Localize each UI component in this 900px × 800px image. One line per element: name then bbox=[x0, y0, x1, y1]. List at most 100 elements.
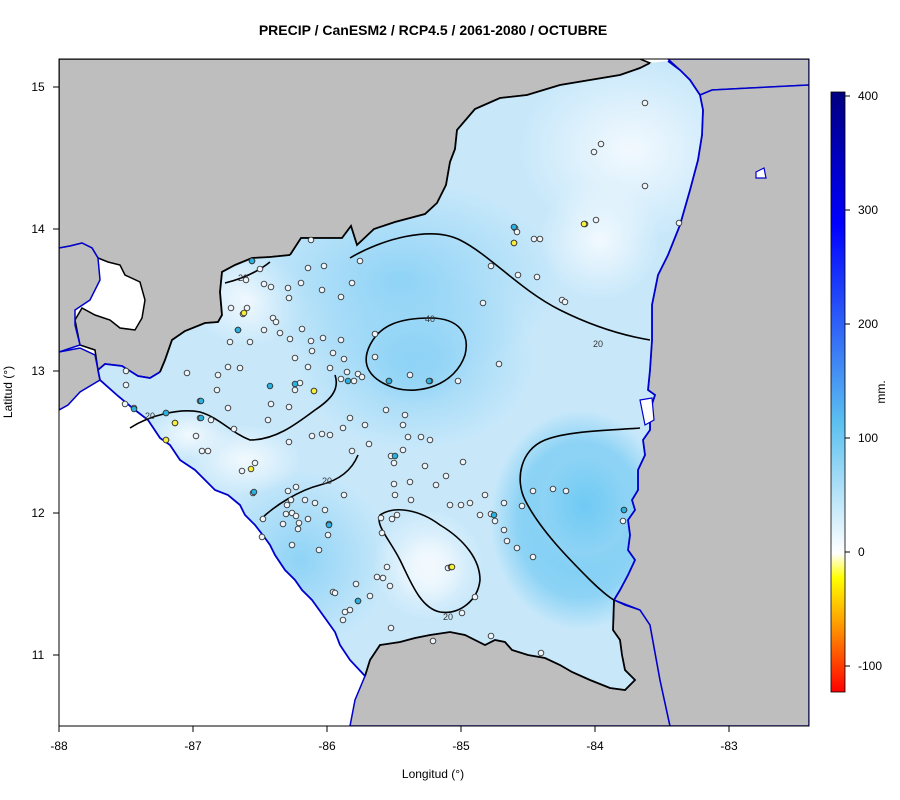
station-marker bbox=[207, 416, 215, 424]
station-marker bbox=[204, 447, 212, 455]
station-markers bbox=[121, 99, 683, 657]
x-axis: -88 -87 -86 -85 -84 -83 Longitud (°) bbox=[50, 725, 738, 781]
station-marker bbox=[251, 459, 259, 467]
station-marker bbox=[597, 140, 605, 148]
station-marker bbox=[562, 487, 570, 495]
station-marker bbox=[510, 239, 518, 247]
station-marker bbox=[406, 478, 414, 486]
station-marker bbox=[533, 273, 541, 281]
station-marker bbox=[248, 257, 256, 265]
x-tick-label: -86 bbox=[318, 739, 336, 753]
map-panel: 20 40 20 20 20 20 bbox=[59, 59, 809, 726]
station-marker bbox=[490, 511, 498, 519]
colorbar-tick-label: -100 bbox=[858, 659, 882, 673]
station-marker bbox=[291, 386, 299, 394]
station-marker bbox=[122, 381, 130, 389]
station-marker bbox=[321, 506, 329, 514]
contour-lines bbox=[129, 233, 651, 614]
x-tick-label: -87 bbox=[184, 739, 202, 753]
station-marker bbox=[264, 416, 272, 424]
station-marker bbox=[537, 649, 545, 657]
colorbar-tick-label: 100 bbox=[858, 431, 878, 445]
station-marker bbox=[479, 299, 487, 307]
station-marker bbox=[361, 421, 369, 429]
station-marker bbox=[500, 526, 508, 534]
station-marker bbox=[282, 510, 290, 518]
station-marker bbox=[454, 377, 462, 385]
station-marker bbox=[580, 220, 588, 228]
station-marker bbox=[294, 525, 302, 533]
station-marker bbox=[487, 262, 495, 270]
station-marker bbox=[259, 515, 267, 523]
station-marker bbox=[518, 502, 526, 510]
station-marker bbox=[379, 574, 387, 582]
station-marker bbox=[331, 589, 339, 597]
station-marker bbox=[343, 368, 351, 376]
station-marker bbox=[260, 280, 268, 288]
station-marker bbox=[337, 293, 345, 301]
station-marker bbox=[236, 364, 244, 372]
station-marker bbox=[383, 563, 391, 571]
station-marker bbox=[417, 433, 425, 441]
contour-label-group: 20 40 20 20 20 20 bbox=[145, 273, 603, 622]
station-marker bbox=[227, 304, 235, 312]
station-marker bbox=[386, 582, 394, 590]
station-marker bbox=[308, 347, 316, 355]
x-tick-label: -85 bbox=[452, 739, 470, 753]
station-marker bbox=[510, 223, 518, 231]
station-marker bbox=[340, 355, 348, 363]
station-marker bbox=[130, 405, 138, 413]
station-marker bbox=[272, 318, 280, 326]
station-marker bbox=[292, 512, 300, 520]
station-marker bbox=[267, 283, 275, 291]
y-axis-label: Latitud (°) bbox=[1, 366, 15, 418]
station-marker bbox=[529, 553, 537, 561]
station-marker bbox=[354, 597, 362, 605]
colorbar-tick-label: 300 bbox=[858, 203, 878, 217]
station-marker bbox=[224, 363, 232, 371]
station-marker bbox=[315, 546, 323, 554]
station-marker bbox=[377, 514, 385, 522]
land-el-salvador bbox=[59, 242, 101, 353]
station-marker bbox=[197, 397, 205, 405]
map-title: PRECIP / CanESM2 / RCP4.5 / 2061-2080 / … bbox=[259, 22, 607, 38]
station-marker bbox=[121, 400, 129, 408]
station-marker bbox=[352, 580, 360, 588]
station-marker bbox=[288, 541, 296, 549]
station-marker bbox=[247, 465, 255, 473]
colorbar-unit-label: mm. bbox=[874, 380, 888, 403]
station-marker bbox=[326, 431, 334, 439]
station-marker bbox=[214, 371, 222, 379]
station-marker bbox=[304, 515, 312, 523]
station-marker bbox=[407, 496, 415, 504]
station-marker bbox=[226, 338, 234, 346]
station-marker bbox=[495, 360, 503, 368]
station-marker bbox=[358, 373, 366, 381]
station-marker bbox=[432, 481, 440, 489]
station-marker bbox=[297, 279, 305, 287]
station-marker bbox=[285, 294, 293, 302]
station-marker bbox=[401, 411, 409, 419]
lagoon-east bbox=[639, 397, 655, 426]
station-marker bbox=[406, 371, 414, 379]
station-marker bbox=[500, 499, 508, 507]
colorbar-ticks bbox=[845, 95, 850, 667]
station-marker bbox=[266, 382, 274, 390]
station-marker bbox=[337, 375, 345, 383]
station-marker bbox=[388, 515, 396, 523]
station-marker bbox=[339, 616, 347, 624]
station-marker bbox=[530, 235, 538, 243]
station-marker bbox=[385, 377, 393, 385]
station-marker bbox=[514, 271, 522, 279]
x-tick-label: -88 bbox=[50, 739, 68, 753]
station-marker bbox=[318, 286, 326, 294]
station-marker bbox=[421, 462, 429, 470]
station-marker bbox=[561, 298, 569, 306]
nicaragua-outline bbox=[289, 62, 651, 256]
station-marker bbox=[404, 433, 412, 441]
station-marker bbox=[243, 304, 251, 312]
x-tick-label: -83 bbox=[720, 739, 738, 753]
station-marker bbox=[324, 531, 332, 539]
station-marker bbox=[291, 380, 299, 388]
